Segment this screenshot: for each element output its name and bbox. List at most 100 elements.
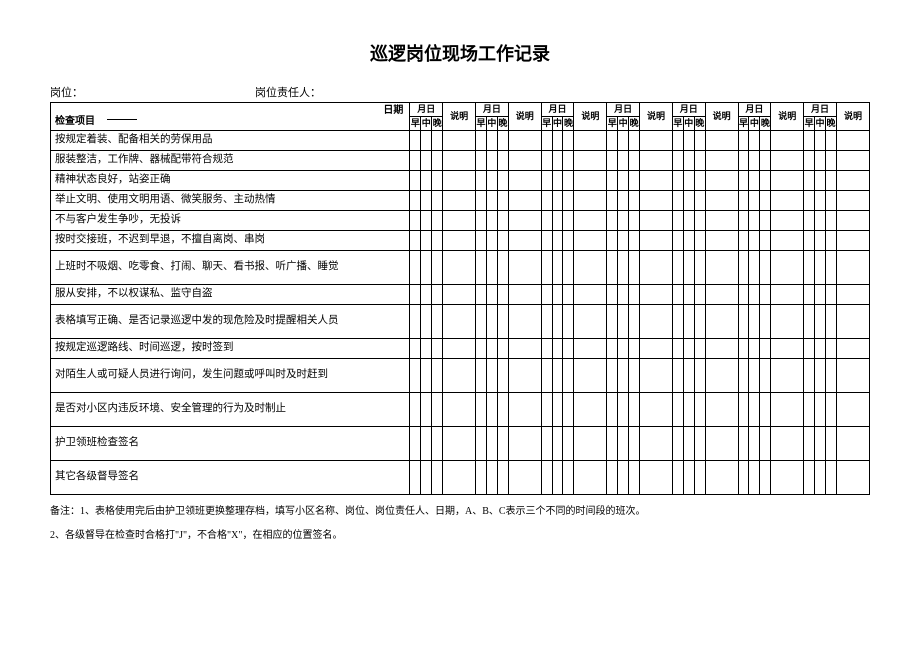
post-label: 岗位： [50,84,255,100]
desc-cell [508,131,541,151]
data-cell [683,151,694,171]
data-cell [760,393,771,427]
data-cell [825,339,836,359]
data-cell [825,211,836,231]
desc-cell [705,427,738,461]
desc-cell [836,151,869,171]
data-cell [629,339,640,359]
shift-header: 中 [749,117,760,131]
data-cell [410,305,421,339]
data-cell [738,285,749,305]
data-cell [618,131,629,151]
data-cell [749,359,760,393]
header-fields: 岗位： 岗位责任人： [50,84,870,100]
data-cell [476,211,487,231]
data-cell [563,359,574,393]
data-cell [749,171,760,191]
desc-cell [771,191,804,211]
data-cell [694,427,705,461]
desc-cell [443,339,476,359]
data-cell [486,393,497,427]
data-cell [618,359,629,393]
data-cell [476,131,487,151]
data-cell [486,427,497,461]
data-cell [618,251,629,285]
data-cell [815,231,826,251]
desc-cell [771,461,804,495]
data-cell [607,131,618,151]
shift-header: 早 [672,117,683,131]
data-cell [825,393,836,427]
data-cell [497,131,508,151]
desc-cell [771,251,804,285]
data-cell [694,339,705,359]
data-cell [541,285,552,305]
data-cell [683,231,694,251]
shift-header: 晚 [563,117,574,131]
data-cell [749,231,760,251]
data-cell [552,427,563,461]
data-cell [804,191,815,211]
data-cell [563,461,574,495]
data-cell [672,359,683,393]
data-cell [563,251,574,285]
responsible-label: 岗位责任人： [255,84,321,100]
data-cell [563,131,574,151]
data-cell [541,339,552,359]
desc-cell [836,171,869,191]
check-item: 服从安排，不以权谋私、监守自盗 [51,285,410,305]
data-cell [421,285,432,305]
data-cell [694,251,705,285]
desc-cell [836,393,869,427]
desc-cell [508,231,541,251]
check-item: 护卫领班检查签名 [51,427,410,461]
data-cell [815,211,826,231]
data-cell [738,305,749,339]
shift-header: 中 [421,117,432,131]
data-cell [486,231,497,251]
data-cell [421,339,432,359]
data-cell [760,151,771,171]
data-cell [486,151,497,171]
data-cell [497,427,508,461]
data-cell [421,427,432,461]
data-cell [421,131,432,151]
data-cell [476,231,487,251]
data-cell [804,231,815,251]
data-cell [552,191,563,211]
desc-cell [705,131,738,151]
desc-cell [771,231,804,251]
desc-cell [574,151,607,171]
data-cell [629,131,640,151]
desc-cell [508,427,541,461]
data-cell [607,427,618,461]
data-cell [825,151,836,171]
data-cell [486,339,497,359]
desc-cell [640,427,673,461]
data-cell [738,131,749,151]
data-cell [825,171,836,191]
data-cell [760,171,771,191]
desc-cell [443,131,476,151]
desc-cell [640,461,673,495]
data-cell [825,131,836,151]
data-cell [552,461,563,495]
data-cell [497,231,508,251]
data-cell [552,151,563,171]
data-cell [432,191,443,211]
shift-header: 中 [683,117,694,131]
data-cell [760,131,771,151]
data-cell [607,461,618,495]
data-cell [563,191,574,211]
data-cell [760,231,771,251]
desc-cell [443,427,476,461]
shift-header: 早 [541,117,552,131]
desc-cell [771,393,804,427]
data-cell [541,151,552,171]
desc-cell [443,285,476,305]
check-item: 对陌生人或可疑人员进行询问，发生问题或呼叫时及时赶到 [51,359,410,393]
data-cell [552,305,563,339]
data-cell [410,131,421,151]
data-cell [541,231,552,251]
data-cell [738,359,749,393]
